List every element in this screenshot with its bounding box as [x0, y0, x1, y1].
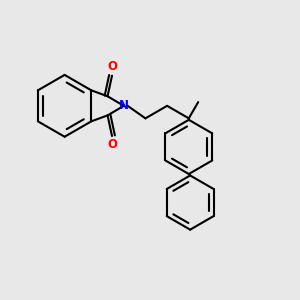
Text: O: O	[107, 60, 117, 73]
Text: O: O	[107, 138, 117, 152]
Text: N: N	[119, 99, 129, 112]
